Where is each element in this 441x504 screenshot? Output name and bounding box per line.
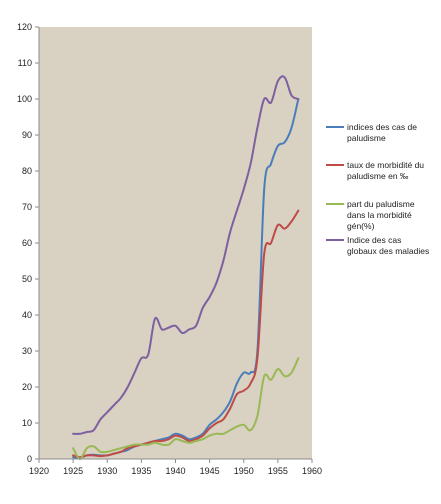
y-tick-label: 30 [22, 346, 32, 356]
legend-item-1: indices des cas de paludisme [326, 122, 417, 143]
y-tick-label: 40 [22, 310, 32, 320]
series-layer [72, 75, 300, 460]
x-tick-label: 1955 [268, 466, 288, 476]
y-tick-label: 0 [27, 454, 32, 464]
legend-item-4: Indice des cas globaux des maladies [326, 235, 429, 256]
legend-label: Indice des cas globaux des maladies [347, 235, 429, 256]
y-tick-label: 100 [17, 94, 32, 104]
legend-label: taux de morbidité du paludisme en ‰ [347, 160, 424, 181]
y-tick-label: 70 [22, 202, 32, 212]
x-tick-label: 1940 [165, 466, 185, 476]
y-tick-label: 50 [22, 274, 32, 284]
legend: indices des cas de paludisme taux de morbi… [326, 122, 429, 256]
x-tick-label: 1945 [200, 466, 220, 476]
x-tick-label: 1930 [97, 466, 117, 476]
y-tick-label: 90 [22, 130, 32, 140]
y-tick-label: 120 [17, 22, 32, 32]
x-tick-label: 1925 [63, 466, 83, 476]
legend-item-3: part du paludisme dans la morbidité gén(%) [326, 199, 415, 231]
y-tick-label: 60 [22, 238, 32, 248]
y-tick-label: 80 [22, 166, 32, 176]
x-tick-label: 1920 [29, 466, 49, 476]
x-tick-label: 1960 [302, 466, 322, 476]
legend-label: indices des cas de paludisme [347, 122, 417, 143]
x-tick-label: 1950 [234, 466, 254, 476]
legend-item-2: taux de morbidité du paludisme en ‰ [326, 160, 424, 181]
y-tick-label: 20 [22, 382, 32, 392]
y-tick-label: 110 [18, 58, 32, 68]
y-tick-label: 10 [22, 418, 32, 428]
x-tick-label: 1935 [131, 466, 151, 476]
series-line-4 [72, 75, 300, 435]
legend-label: part du paludisme dans la morbidité gén(%) [347, 199, 415, 231]
series-line-2 [72, 209, 300, 459]
axes-layer: 0 10 20 30 40 50 60 70 80 90 100 110 120 1920 1925 1930… [17, 22, 322, 476]
series-line-3 [72, 357, 300, 460]
